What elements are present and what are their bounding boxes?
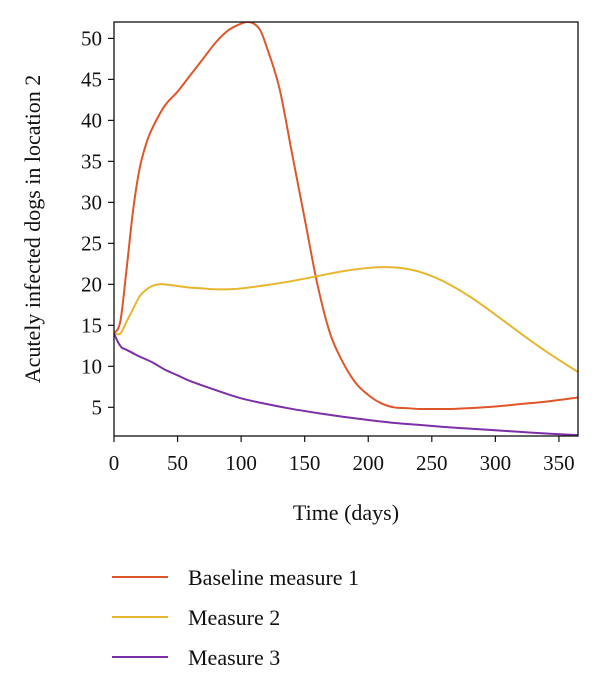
axes: [108, 21, 579, 442]
legend: Baseline measure 1 Measure 2 Measure 3: [112, 565, 359, 670]
series-line-2: [114, 266, 578, 374]
x-tick-label: 50: [167, 451, 188, 475]
y-tick-label: 20: [81, 272, 102, 296]
y-tick-label: 5: [92, 395, 103, 419]
series-line-1: [114, 22, 578, 411]
x-tick-label: 250: [416, 451, 448, 475]
x-tick-label: 0: [109, 451, 120, 475]
legend-label-3: Measure 3: [188, 645, 280, 670]
y-tick-label: 40: [81, 108, 102, 132]
x-tick-label: 300: [480, 451, 512, 475]
y-tick-label: 50: [81, 26, 102, 50]
y-tick-label: 25: [81, 231, 102, 255]
x-tick-label: 350: [543, 451, 575, 475]
y-tick-label: 15: [81, 313, 102, 337]
x-axis-label: Time (days): [293, 500, 399, 525]
y-tick-label: 30: [81, 190, 102, 214]
y-tick-label: 10: [81, 354, 102, 378]
plot-area: [114, 22, 578, 436]
x-tick-label: 200: [352, 451, 384, 475]
series-line-3: [114, 332, 578, 436]
y-axis-label: Acutely infected dogs in location 2: [20, 75, 45, 384]
tick-labels: 0 50 100 150 200 250 300 350 5 10 15 20 25 30 35 40 45 50: [81, 26, 575, 475]
y-tick-label: 35: [81, 149, 102, 173]
legend-label-2: Measure 2: [188, 605, 280, 630]
x-tick-label: 100: [225, 451, 257, 475]
y-tick-label: 45: [81, 67, 102, 91]
x-tick-label: 150: [289, 451, 321, 475]
legend-label-1: Baseline measure 1: [188, 565, 359, 590]
plot-frame: [113, 21, 579, 437]
